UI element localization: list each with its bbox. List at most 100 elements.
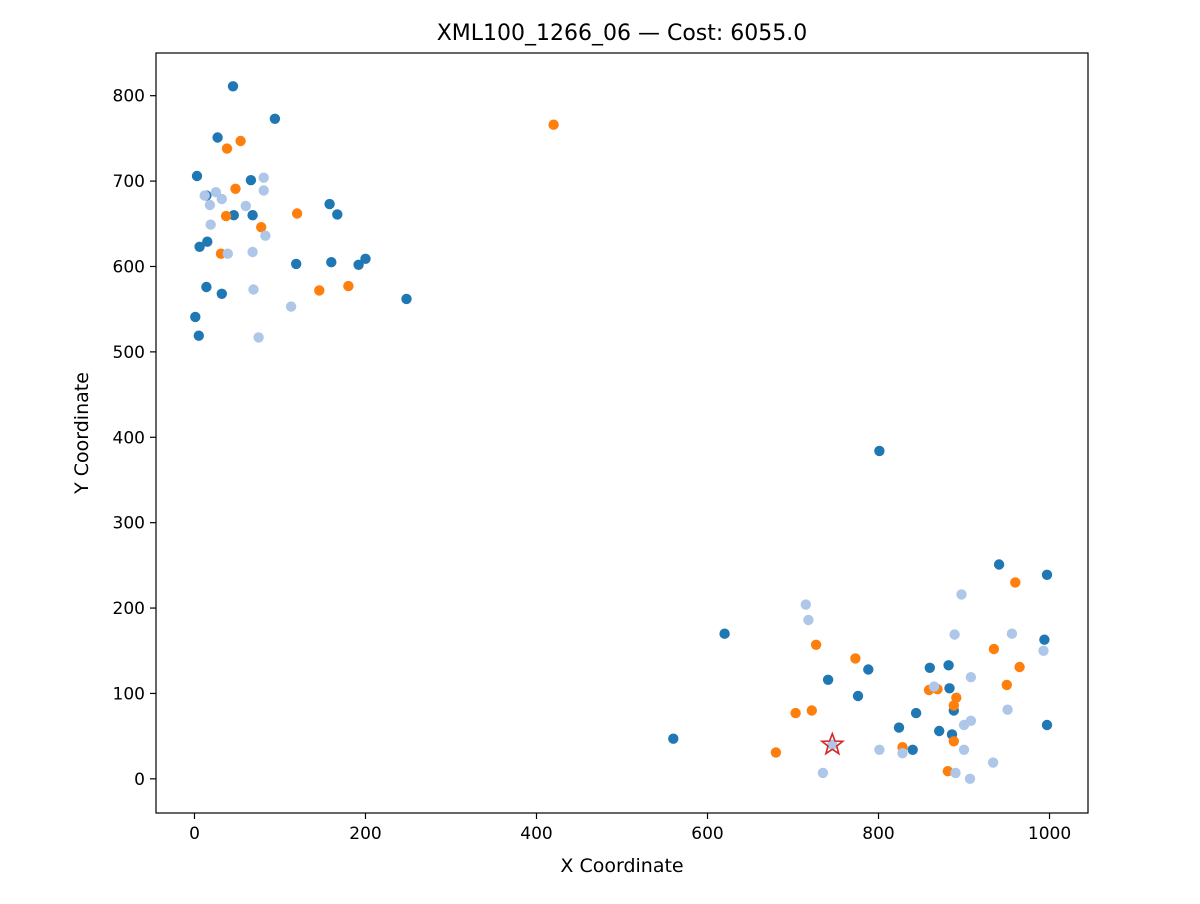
data-point <box>343 280 354 292</box>
data-point <box>943 660 954 671</box>
data-point <box>907 744 918 755</box>
data-point <box>324 198 335 210</box>
data-point <box>199 190 210 201</box>
data-point <box>1006 628 1018 639</box>
y-tick-label: 700 <box>113 172 145 192</box>
data-point <box>965 672 977 683</box>
data-point <box>934 725 945 737</box>
data-point <box>893 722 905 733</box>
data-point <box>247 210 258 221</box>
data-point <box>944 683 955 694</box>
data-point <box>874 445 885 457</box>
data-point <box>948 700 959 711</box>
y-axis-label: Y Coordinate <box>71 372 93 495</box>
data-point <box>240 200 251 212</box>
y-tick-label: 800 <box>113 87 145 107</box>
data-point <box>897 748 908 759</box>
data-point <box>1038 645 1049 656</box>
data-point <box>230 183 241 194</box>
x-tick-label: 800 <box>862 824 894 844</box>
data-point <box>285 301 297 312</box>
data-point <box>353 259 364 270</box>
data-point <box>253 332 264 343</box>
data-point <box>852 690 864 702</box>
data-point <box>1001 679 1012 691</box>
data-point <box>956 589 967 600</box>
y-tick-label: 200 <box>113 599 145 619</box>
data-point <box>1039 634 1050 645</box>
data-point <box>291 208 303 219</box>
data-point <box>1010 577 1021 588</box>
data-point <box>668 733 679 744</box>
data-point <box>806 705 817 716</box>
x-tick-label: 1000 <box>1028 824 1071 844</box>
data-point <box>220 210 232 222</box>
data-point <box>221 143 233 154</box>
data-point <box>719 628 730 639</box>
data-point <box>987 757 999 768</box>
data-point <box>245 175 257 186</box>
data-point <box>314 285 325 296</box>
data-point <box>201 281 212 293</box>
y-tick-label: 400 <box>113 428 145 448</box>
x-tick-label: 600 <box>691 824 723 844</box>
data-point <box>291 258 302 270</box>
data-points <box>190 81 1053 784</box>
data-point <box>228 210 239 221</box>
chart-title: XML100_1266_06 — Cost: 6055.0 <box>437 21 808 46</box>
data-point <box>1041 569 1053 580</box>
data-point <box>248 284 259 295</box>
x-tick-label: 200 <box>349 824 381 844</box>
data-point <box>235 135 246 147</box>
data-point <box>1041 719 1053 731</box>
data-point <box>948 736 959 747</box>
y-tick-label: 500 <box>113 343 145 363</box>
data-point <box>332 209 343 220</box>
data-point <box>988 643 1000 655</box>
data-point <box>227 81 239 92</box>
data-point <box>822 674 834 685</box>
data-point <box>548 119 559 130</box>
data-point <box>958 719 970 731</box>
data-point <box>993 559 1005 570</box>
y-tick-label: 300 <box>113 514 145 534</box>
y-tick-label: 600 <box>113 257 145 277</box>
data-point <box>1002 704 1013 715</box>
data-point <box>924 662 935 673</box>
depot-star-marker <box>819 731 846 756</box>
data-point <box>258 172 269 183</box>
data-point <box>190 311 201 323</box>
x-axis-label: X Coordinate <box>560 855 683 877</box>
data-point <box>800 599 811 610</box>
data-point <box>260 230 271 241</box>
data-point <box>770 747 782 758</box>
data-point <box>216 288 227 299</box>
data-point <box>949 629 960 640</box>
data-point <box>256 222 267 233</box>
data-point <box>212 132 223 143</box>
data-point <box>269 113 281 125</box>
data-point <box>210 187 222 198</box>
data-point <box>202 236 213 247</box>
data-point <box>950 767 961 779</box>
data-point <box>191 170 203 182</box>
data-point <box>817 767 829 779</box>
data-point <box>964 773 976 784</box>
data-point <box>194 241 205 252</box>
x-tick-label: 400 <box>520 824 552 844</box>
data-point <box>827 739 838 750</box>
data-point <box>360 253 371 264</box>
data-point <box>958 744 970 755</box>
data-point <box>1014 661 1025 673</box>
data-point <box>247 246 258 258</box>
y-tick-label: 0 <box>134 770 145 790</box>
data-point <box>193 330 204 341</box>
data-point <box>874 744 885 755</box>
data-point <box>790 707 801 719</box>
data-point <box>401 293 412 305</box>
data-point <box>222 248 233 259</box>
data-point <box>910 707 922 719</box>
